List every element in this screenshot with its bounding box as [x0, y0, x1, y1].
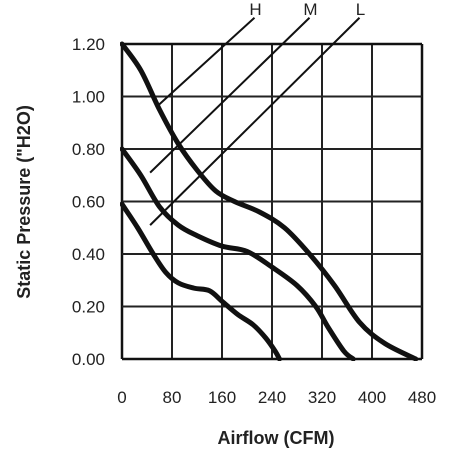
speed-line-l	[149, 17, 361, 226]
speed-label-h: H	[249, 0, 261, 19]
y-tick-label: 0.00	[72, 350, 105, 369]
y-tick-label: 1.20	[72, 35, 105, 54]
y-tick-label: 0.20	[72, 298, 105, 317]
speed-label-m: M	[303, 0, 317, 19]
speed-line-h	[155, 17, 256, 108]
grid	[120, 42, 424, 361]
speed-line-m	[149, 17, 311, 174]
curve-l	[120, 201, 282, 361]
y-tick-label: 1.00	[72, 88, 105, 107]
y-axis-title: Static Pressure ("H2O)	[14, 105, 34, 299]
y-tick-label: 0.40	[72, 245, 105, 264]
x-tick-label: 0	[117, 388, 126, 407]
y-tick-label: 0.80	[72, 140, 105, 159]
speed-label-l: L	[356, 0, 365, 19]
x-tick-label: 480	[408, 388, 436, 407]
curves	[120, 41, 419, 361]
x-axis-title: Airflow (CFM)	[218, 428, 335, 448]
x-tick-label: 320	[308, 388, 336, 407]
y-tick-label: 0.60	[72, 193, 105, 212]
y-tick-labels: 0.00 0.20 0.40 0.60 0.80 1.00 1.20	[72, 35, 105, 369]
x-tick-label: 240	[258, 388, 286, 407]
x-tick-label: 400	[358, 388, 386, 407]
speed-lines	[149, 17, 361, 226]
x-tick-labels: 0 80 160 240 320 400 480	[117, 388, 436, 407]
x-tick-label: 80	[163, 388, 182, 407]
curve-h	[120, 41, 419, 361]
x-tick-label: 160	[208, 388, 236, 407]
curve-m	[120, 146, 356, 361]
